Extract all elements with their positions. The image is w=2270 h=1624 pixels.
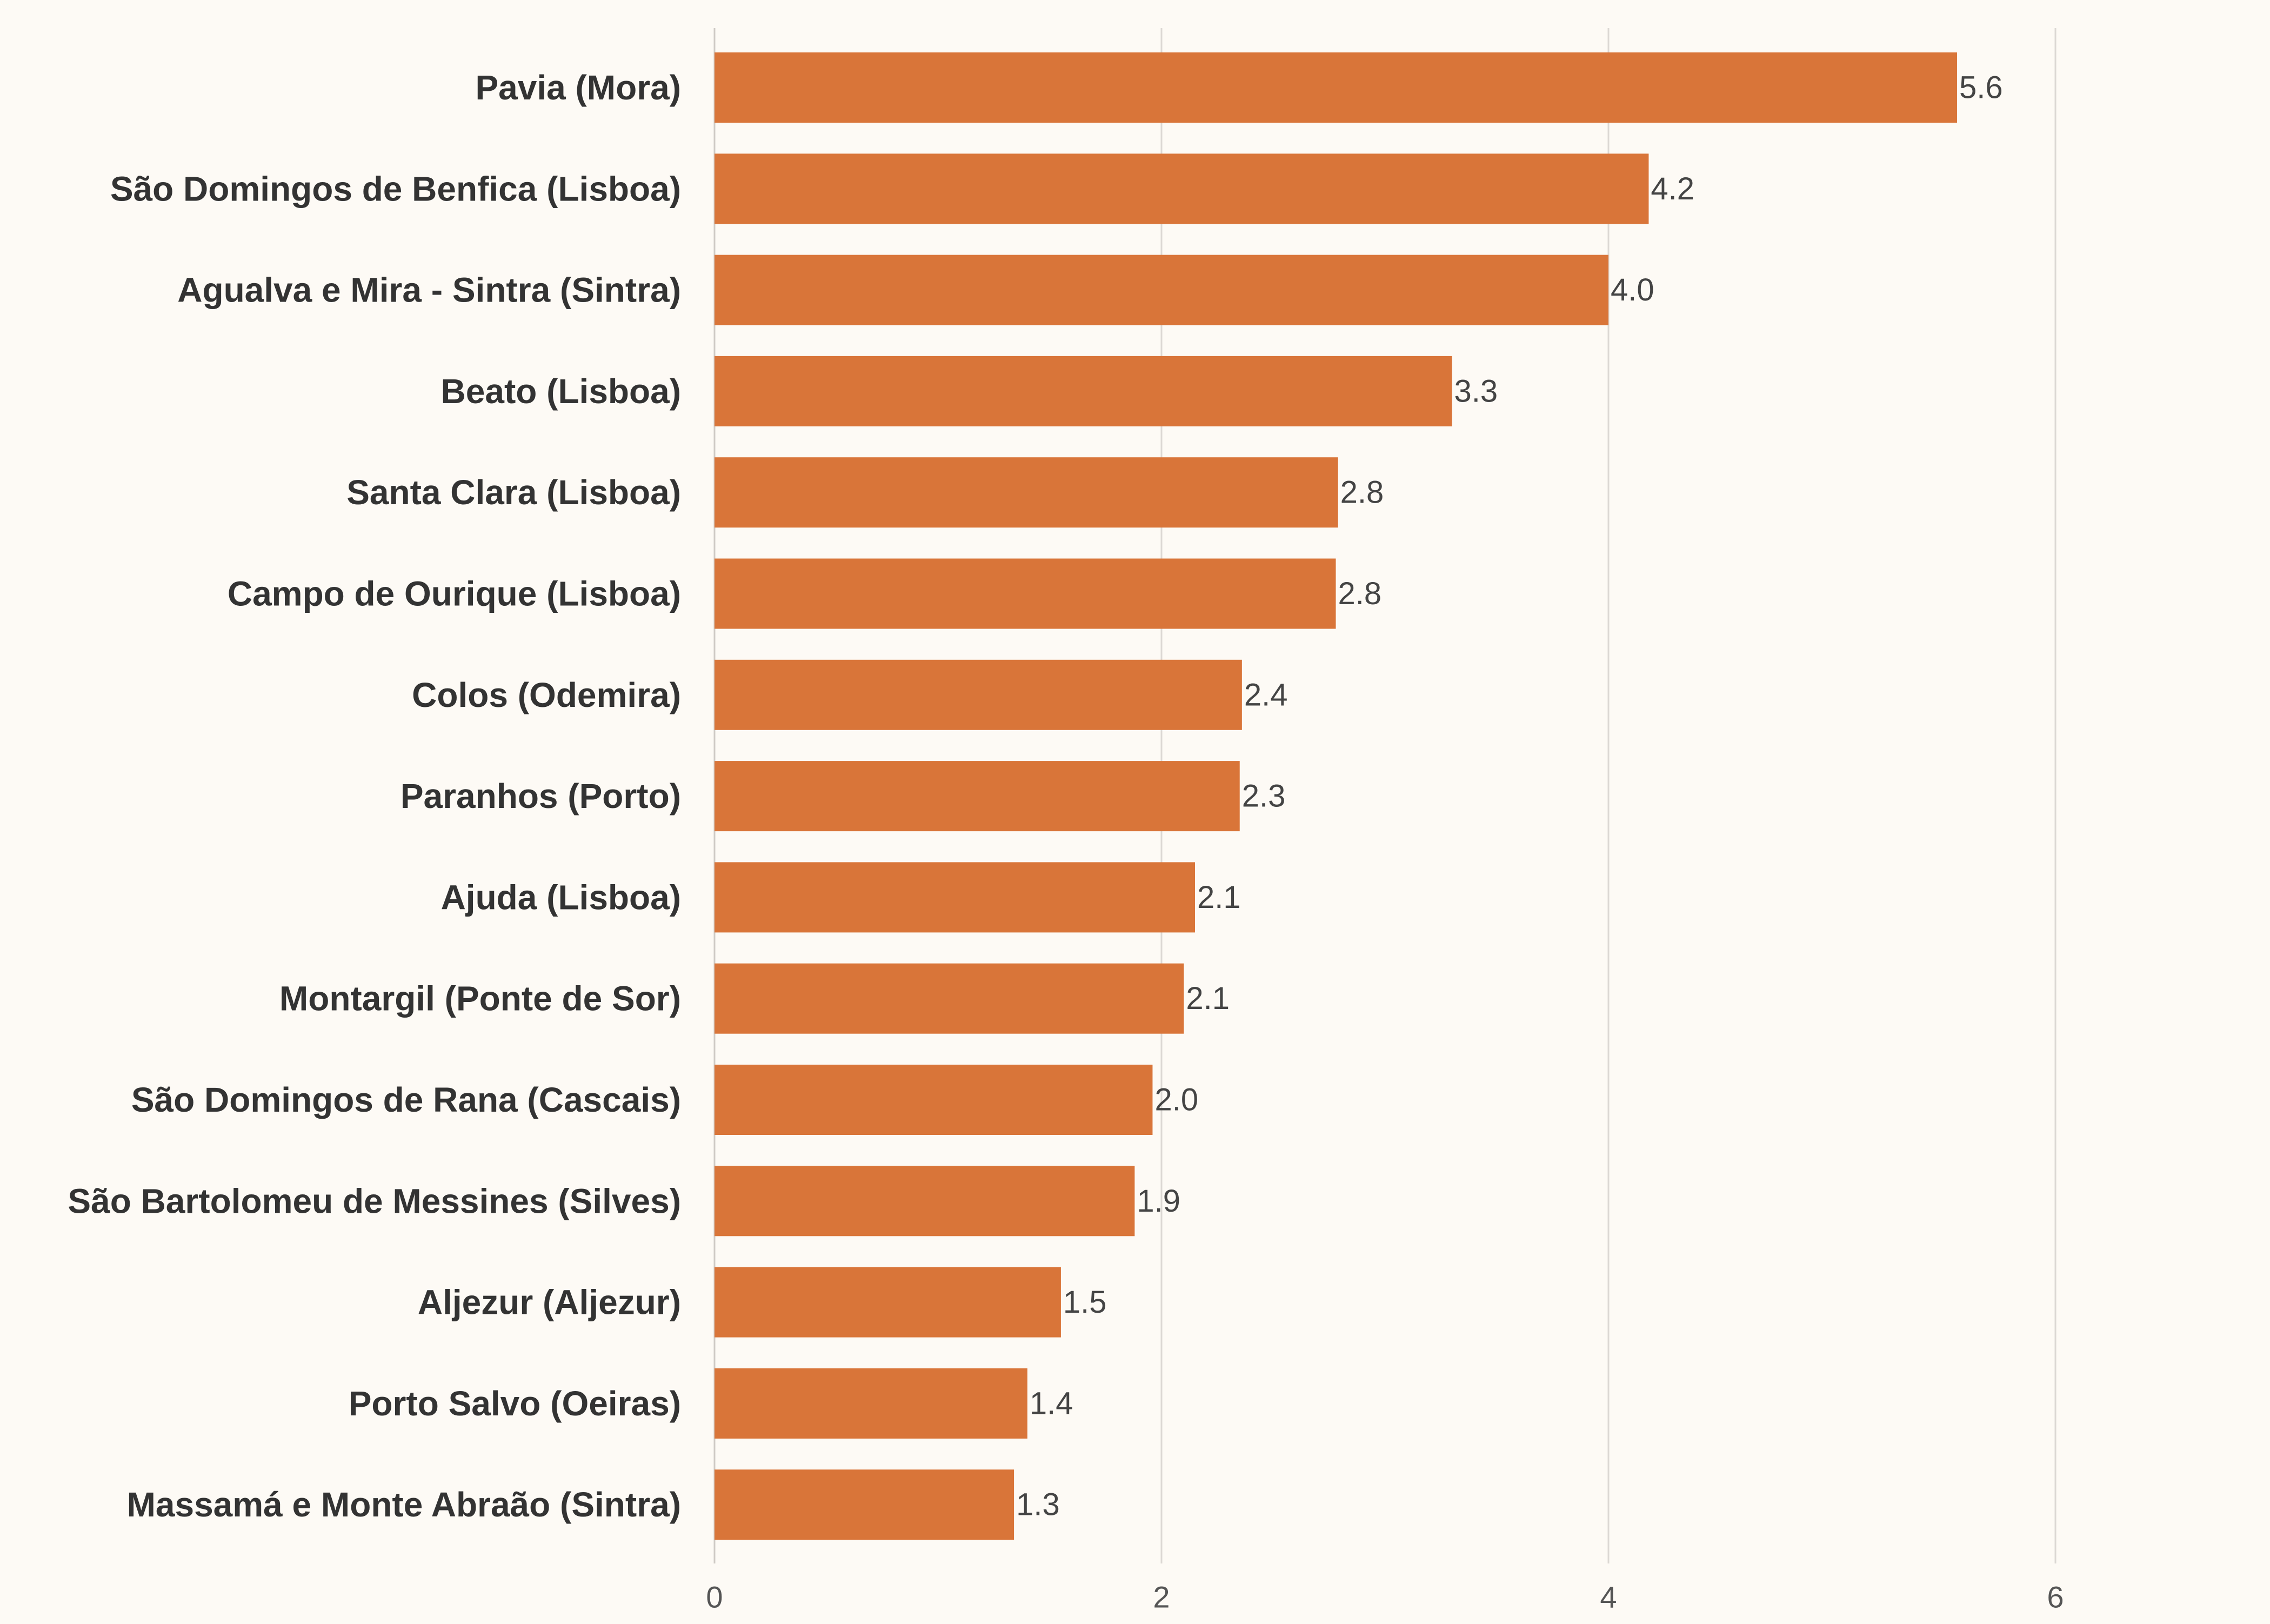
data-label: 2.0 — [1154, 1082, 1198, 1118]
bar — [715, 1065, 1153, 1135]
data-label: 2.1 — [1186, 981, 1230, 1016]
bar — [715, 1469, 1014, 1540]
data-label: 1.3 — [1016, 1487, 1060, 1522]
category-label: Campo de Ourique (Lisboa) — [228, 574, 681, 613]
category-label: Paranhos (Porto) — [400, 777, 681, 816]
bar — [715, 153, 1649, 224]
bar — [715, 558, 1336, 629]
data-label: 4.0 — [1611, 272, 1654, 308]
data-label: 1.5 — [1063, 1285, 1107, 1320]
category-label: Colos (Odemira) — [412, 676, 681, 714]
category-label: São Bartolomeu de Messines (Silves) — [68, 1181, 681, 1220]
category-label: Montargil (Ponte de Sor) — [279, 979, 681, 1018]
bar — [715, 457, 1338, 528]
category-label: Agualva e Mira - Sintra (Sintra) — [177, 271, 681, 310]
bar — [715, 1267, 1061, 1338]
data-label: 2.8 — [1340, 475, 1384, 510]
bar — [715, 862, 1196, 933]
category-label: Beato (Lisboa) — [441, 372, 681, 411]
x-tick-label: 2 — [1153, 1580, 1170, 1614]
bar — [715, 1368, 1027, 1439]
bar — [715, 659, 1242, 730]
category-label: São Domingos de Benfica (Lisboa) — [110, 169, 681, 208]
data-label: 1.9 — [1137, 1184, 1180, 1219]
bar — [715, 52, 1958, 123]
bar — [715, 1166, 1135, 1237]
category-label: Santa Clara (Lisboa) — [346, 473, 681, 512]
category-label: Pavia (Mora) — [475, 68, 681, 107]
bar — [715, 255, 1608, 325]
data-label: 2.4 — [1244, 677, 1288, 712]
x-tick-label: 6 — [2047, 1580, 2064, 1614]
data-label: 4.2 — [1651, 171, 1694, 206]
bar — [715, 963, 1184, 1034]
category-label: Porto Salvo (Oeiras) — [349, 1384, 681, 1423]
category-label: Ajuda (Lisboa) — [441, 878, 681, 917]
data-label: 2.8 — [1338, 576, 1382, 611]
data-label: 2.1 — [1197, 880, 1241, 915]
data-label: 2.3 — [1242, 779, 1286, 814]
bar — [715, 761, 1240, 832]
data-label: 1.4 — [1030, 1386, 1073, 1421]
x-tick-label: 0 — [706, 1580, 723, 1614]
category-label: São Domingos de Rana (Cascais) — [131, 1080, 681, 1119]
x-tick-label: 4 — [1600, 1580, 1617, 1614]
category-label: Massamá e Monte Abraão (Sintra) — [127, 1485, 681, 1524]
bar — [715, 356, 1452, 426]
category-label: Aljezur (Aljezur) — [418, 1283, 681, 1322]
data-label: 5.6 — [1959, 70, 2003, 105]
data-label: 3.3 — [1454, 373, 1498, 409]
